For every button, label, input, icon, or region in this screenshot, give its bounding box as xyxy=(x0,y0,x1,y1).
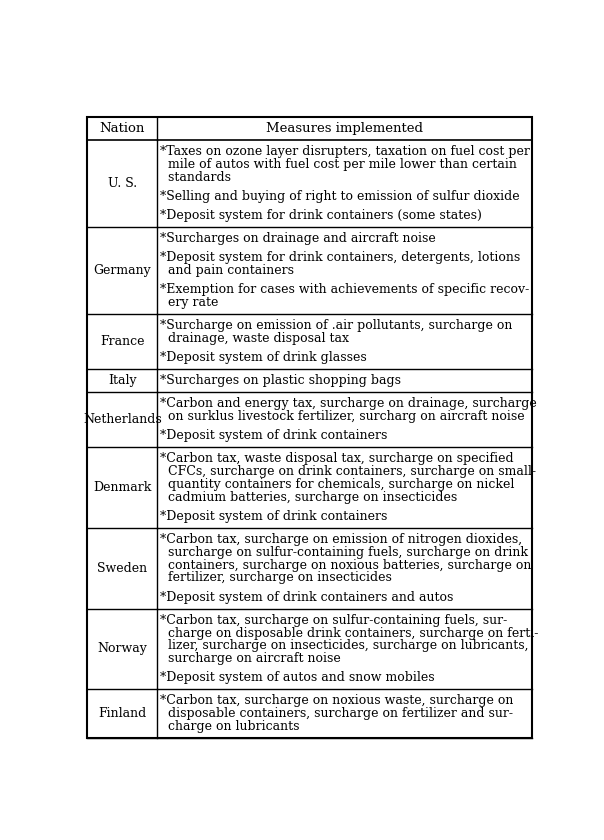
Text: *Surcharges on drainage and aircraft noise: *Surcharges on drainage and aircraft noi… xyxy=(160,232,436,245)
Text: *Carbon tax, surcharge on sulfur-containing fuels, sur-: *Carbon tax, surcharge on sulfur-contain… xyxy=(160,614,507,627)
Text: *Deposit system for drink containers, detergents, lotions: *Deposit system for drink containers, de… xyxy=(160,251,521,265)
Text: quantity containers for chemicals, surcharge on nickel: quantity containers for chemicals, surch… xyxy=(160,478,515,491)
Text: Norway: Norway xyxy=(97,643,147,655)
Text: Denmark: Denmark xyxy=(93,481,152,494)
Text: cadmium batteries, surcharge on insecticides: cadmium batteries, surcharge on insectic… xyxy=(160,491,457,504)
Text: *Deposit system for drink containers (some states): *Deposit system for drink containers (so… xyxy=(160,209,482,222)
Text: surcharge on sulfur-containing fuels, surcharge on drink: surcharge on sulfur-containing fuels, su… xyxy=(160,546,528,559)
Text: charge on disposable drink containers, surcharge on ferti-: charge on disposable drink containers, s… xyxy=(160,627,539,639)
Text: *Deposit system of autos and snow mobiles: *Deposit system of autos and snow mobile… xyxy=(160,671,435,685)
Text: lizer, surcharge on insecticides, surcharge on lubricants,: lizer, surcharge on insecticides, surcha… xyxy=(160,639,528,653)
Text: *Selling and buying of right to emission of sulfur dioxide: *Selling and buying of right to emission… xyxy=(160,190,520,203)
Text: Italy: Italy xyxy=(108,374,137,387)
Text: Measures implemented: Measures implemented xyxy=(266,122,423,135)
Text: mile of autos with fuel cost per mile lower than certain: mile of autos with fuel cost per mile lo… xyxy=(160,158,517,171)
Text: *Deposit system of drink glasses: *Deposit system of drink glasses xyxy=(160,351,367,365)
Text: on surklus livestock fertilizer, surcharg on aircraft noise: on surklus livestock fertilizer, surchar… xyxy=(160,410,525,423)
Text: *Deposit system of drink containers: *Deposit system of drink containers xyxy=(160,510,388,523)
Text: surcharge on aircraft noise: surcharge on aircraft noise xyxy=(160,652,341,665)
Text: Germany: Germany xyxy=(94,264,151,277)
Text: *Exemption for cases with achievements of specific recov-: *Exemption for cases with achievements o… xyxy=(160,283,530,297)
Text: Netherlands: Netherlands xyxy=(83,413,162,426)
Text: *Surcharges on plastic shopping bags: *Surcharges on plastic shopping bags xyxy=(160,375,401,387)
Text: *Surcharge on emission of .air pollutants, surcharge on: *Surcharge on emission of .air pollutant… xyxy=(160,319,513,333)
Text: CFCs, surcharge on drink containers, surcharge on small-: CFCs, surcharge on drink containers, sur… xyxy=(160,465,536,478)
Text: charge on lubricants: charge on lubricants xyxy=(160,720,300,733)
Text: *Carbon tax, surcharge on emission of nitrogen dioxides,: *Carbon tax, surcharge on emission of ni… xyxy=(160,533,522,546)
Text: *Carbon and energy tax, surcharge on drainage, surcharge: *Carbon and energy tax, surcharge on dra… xyxy=(160,397,537,411)
Text: France: France xyxy=(100,335,144,348)
Text: *Deposit system of drink containers and autos: *Deposit system of drink containers and … xyxy=(160,591,454,604)
Text: and pain containers: and pain containers xyxy=(160,265,294,277)
Text: drainage, waste disposal tax: drainage, waste disposal tax xyxy=(160,332,349,345)
Text: ery rate: ery rate xyxy=(160,297,219,309)
Text: fertilizer, surcharge on insecticides: fertilizer, surcharge on insecticides xyxy=(160,571,392,585)
Text: Sweden: Sweden xyxy=(97,562,147,575)
Text: Nation: Nation xyxy=(100,122,145,135)
Text: U. S.: U. S. xyxy=(108,177,137,190)
Text: *Carbon tax, surcharge on noxious waste, surcharge on: *Carbon tax, surcharge on noxious waste,… xyxy=(160,695,513,707)
Text: Finland: Finland xyxy=(98,707,146,720)
Text: standards: standards xyxy=(160,171,231,184)
Text: containers, surcharge on noxious batteries, surcharge on: containers, surcharge on noxious batteri… xyxy=(160,559,532,572)
Text: *Deposit system of drink containers: *Deposit system of drink containers xyxy=(160,429,388,443)
Text: disposable containers, surcharge on fertilizer and sur-: disposable containers, surcharge on fert… xyxy=(160,707,513,720)
Text: *Carbon tax, waste disposal tax, surcharge on specified: *Carbon tax, waste disposal tax, surchar… xyxy=(160,453,514,465)
Text: *Taxes on ozone layer disrupters, taxation on fuel cost per: *Taxes on ozone layer disrupters, taxati… xyxy=(160,145,530,158)
